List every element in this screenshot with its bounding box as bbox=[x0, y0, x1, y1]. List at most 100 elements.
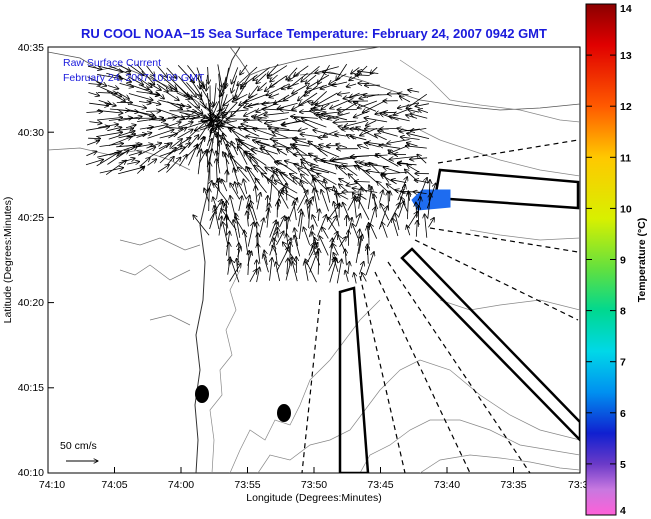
station-marker-1[interactable] bbox=[195, 385, 209, 403]
current-vector bbox=[329, 238, 333, 266]
current-vector bbox=[416, 220, 417, 237]
current-vector bbox=[352, 188, 378, 193]
current-vector bbox=[136, 63, 155, 85]
current-vector bbox=[156, 83, 168, 92]
current-vector bbox=[167, 156, 175, 165]
current-vector bbox=[89, 103, 109, 106]
current-vector bbox=[240, 64, 248, 75]
current-vector bbox=[309, 252, 318, 273]
current-vector bbox=[330, 100, 350, 108]
current-vector bbox=[97, 93, 117, 94]
current-vector bbox=[345, 249, 346, 265]
current-vector bbox=[232, 93, 248, 102]
current-vector bbox=[413, 192, 427, 194]
current-vector bbox=[158, 122, 181, 130]
current-vector bbox=[126, 83, 152, 92]
current-vector bbox=[230, 183, 240, 200]
station-marker-2[interactable] bbox=[277, 404, 291, 422]
current-vector bbox=[332, 81, 348, 86]
current-vector bbox=[149, 143, 172, 158]
current-vector bbox=[277, 161, 298, 175]
current-vector bbox=[298, 212, 302, 239]
current-vector bbox=[267, 65, 288, 79]
x-tick-2: 74:00 bbox=[168, 479, 194, 491]
current-vector bbox=[147, 130, 174, 139]
current-vector bbox=[388, 191, 389, 210]
current-vector bbox=[298, 128, 308, 131]
current-vector bbox=[383, 167, 401, 173]
y-tick-5: 40:10 bbox=[18, 467, 44, 479]
current-vector bbox=[167, 101, 182, 110]
current-vector bbox=[218, 216, 222, 236]
current-vector bbox=[115, 75, 131, 82]
current-vector bbox=[322, 227, 329, 239]
colorbar-tick-labels: 14 13 12 11 10 9 8 7 6 5 4 bbox=[620, 3, 632, 517]
current-vector bbox=[139, 101, 151, 103]
current-vector bbox=[265, 82, 278, 91]
current-vector bbox=[354, 273, 356, 284]
current-vector bbox=[249, 85, 259, 98]
current-vector bbox=[428, 218, 435, 228]
current-vector bbox=[318, 248, 319, 275]
current-vector bbox=[292, 84, 308, 94]
current-vector bbox=[359, 261, 363, 275]
region-east-box bbox=[433, 168, 580, 210]
current-vector bbox=[406, 93, 428, 109]
current-vector bbox=[246, 136, 269, 141]
current-vector bbox=[380, 203, 390, 221]
current-vector bbox=[225, 67, 229, 89]
current-vector bbox=[390, 191, 391, 202]
current-vector bbox=[238, 127, 260, 137]
current-vector bbox=[407, 192, 408, 220]
current-vector bbox=[305, 74, 317, 84]
current-vector bbox=[360, 127, 378, 135]
colorbar-tick-label: 10 bbox=[620, 203, 632, 215]
current-vector bbox=[178, 76, 197, 97]
current-vector bbox=[397, 163, 417, 164]
current-vector bbox=[335, 134, 347, 136]
current-vector bbox=[333, 121, 357, 122]
current-vector bbox=[301, 159, 319, 167]
current-vector bbox=[238, 196, 242, 211]
current-vector bbox=[329, 258, 337, 283]
current-vector bbox=[368, 246, 369, 264]
current-vector bbox=[247, 222, 253, 247]
current-vector bbox=[166, 67, 177, 78]
current-vector bbox=[346, 84, 357, 87]
y-tick-2: 40:25 bbox=[18, 212, 44, 224]
current-vector bbox=[299, 92, 318, 106]
current-vector bbox=[106, 103, 117, 106]
current-vector bbox=[364, 118, 388, 123]
current-vector bbox=[233, 220, 240, 247]
current-vectors bbox=[85, 63, 436, 284]
x-axis-ticks bbox=[47, 467, 514, 473]
current-vector bbox=[146, 124, 168, 130]
current-vector bbox=[274, 238, 278, 265]
current-vector bbox=[334, 201, 340, 227]
current-vector bbox=[312, 215, 318, 227]
current-vector bbox=[256, 267, 260, 283]
current-vector bbox=[410, 128, 427, 131]
current-vector bbox=[96, 132, 123, 137]
current-vector bbox=[316, 92, 338, 106]
current-vector bbox=[352, 224, 359, 239]
current-vector bbox=[222, 179, 228, 192]
current-vector bbox=[392, 218, 399, 237]
current-vector bbox=[204, 188, 210, 203]
current-vector bbox=[214, 206, 220, 230]
current-vector bbox=[168, 127, 186, 139]
current-vector bbox=[178, 122, 193, 129]
colorbar-label: Temperature (°C) bbox=[636, 218, 648, 303]
current-vector bbox=[179, 143, 190, 155]
current-vector bbox=[263, 254, 269, 273]
current-vector bbox=[294, 201, 297, 221]
current-vector bbox=[357, 100, 378, 108]
colorbar-tick-label: 11 bbox=[620, 152, 631, 164]
current-vector bbox=[294, 235, 301, 257]
current-vector bbox=[146, 100, 161, 105]
current-vector bbox=[159, 147, 176, 164]
current-vector bbox=[116, 91, 129, 99]
current-vector bbox=[391, 180, 407, 183]
y-tick-0: 40:35 bbox=[18, 42, 44, 54]
bathymetry-contour-5 bbox=[419, 454, 580, 473]
